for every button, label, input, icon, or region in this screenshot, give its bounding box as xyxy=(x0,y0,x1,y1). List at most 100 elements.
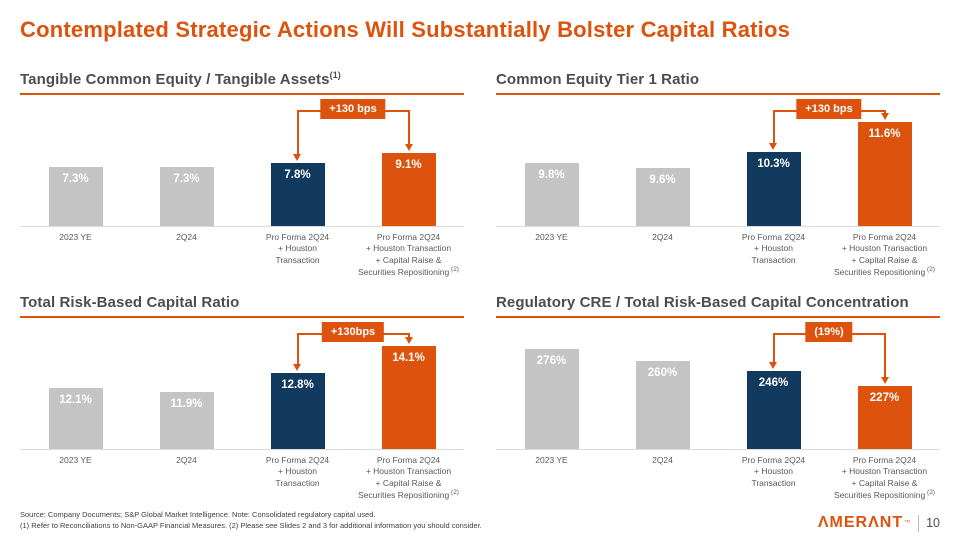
footnote-marker: (2) xyxy=(449,266,459,274)
slide-footer: Source: Company Documents; S&P Global Ma… xyxy=(20,509,940,532)
bar-slot: 260% xyxy=(607,360,718,449)
arrow-down-icon xyxy=(293,364,301,372)
bar-slot: 246% xyxy=(718,371,829,449)
bar-value-label: 9.6% xyxy=(649,174,676,186)
x-axis-label: Pro Forma 2Q24 + Houston Transaction + C… xyxy=(358,454,459,500)
bar-slot: 9.8% xyxy=(496,163,607,226)
trademark-symbol: ™ xyxy=(904,520,911,526)
bar: 10.3% xyxy=(746,151,801,226)
arrow-down-icon xyxy=(405,337,413,344)
bar-value-label: 12.8% xyxy=(281,379,314,392)
bar-value-label: 11.6% xyxy=(868,127,901,140)
bar-slot: 9.6% xyxy=(607,168,718,226)
bar-chart-plot: 7.3% 7.3% 7.8% 9.1% +130 bps xyxy=(20,97,464,227)
x-axis-label: 2Q24 xyxy=(652,454,673,465)
footnote-marker: (2) xyxy=(925,266,935,274)
bar-value-label: 7.3% xyxy=(173,173,200,186)
arrow-down-icon xyxy=(881,376,889,384)
bar-slot: 7.3% xyxy=(20,167,131,226)
chart-cre-concentration: Regulatory CRE / Total Risk-Based Capita… xyxy=(496,293,940,502)
callout-arrow-line xyxy=(883,110,886,113)
bar-chart-plot: 12.1% 11.9% 12.8% 14.1% +130bps xyxy=(20,320,464,450)
source-note: Source: Company Documents; S&P Global Ma… xyxy=(20,509,376,519)
bar-value-label: 260% xyxy=(647,366,678,379)
arrow-down-icon xyxy=(769,362,777,370)
bar-value-label: 7.3% xyxy=(62,173,89,186)
callout-badge: +130 bps xyxy=(796,99,862,119)
bar: 12.1% xyxy=(48,387,103,449)
x-axis-label: Pro Forma 2Q24 + Houston Transaction + C… xyxy=(834,454,935,500)
x-axis-label: Pro Forma 2Q24 + Houston Transaction xyxy=(265,454,330,488)
bar-chart-plot: 9.8% 9.6% 10.3% 11.6% +130 bps xyxy=(496,97,940,227)
bar-slot: 9.1% xyxy=(353,153,464,226)
callout-arrow-line xyxy=(883,332,886,377)
bar-slot: 11.6% xyxy=(829,121,940,226)
bar-value-label: 10.3% xyxy=(757,157,790,170)
callout-arrow-line xyxy=(407,332,410,337)
x-axis-labels: 2023 YE 2Q24 Pro Forma 2Q24 + Houston Tran… xyxy=(496,232,940,279)
bar: 260% xyxy=(635,360,690,449)
x-axis-label: Pro Forma 2Q24 + Houston Transaction + C… xyxy=(358,232,459,278)
bar-chart-plot: 276% 260% 246% 227% (19%) xyxy=(496,320,940,450)
bar-value-label: 14.1% xyxy=(392,352,425,365)
callout-badge: (19%) xyxy=(805,321,853,342)
bar-slot: 14.1% xyxy=(353,346,464,449)
bar: 9.8% xyxy=(524,163,579,226)
bar-value-label: 12.1% xyxy=(59,393,92,406)
x-axis-label: Pro Forma 2Q24 + Houston Transaction xyxy=(741,232,806,265)
footnotes: Source: Company Documents; S&P Global Ma… xyxy=(20,509,482,532)
bar: 14.1% xyxy=(381,346,436,449)
bar-value-label: 11.9% xyxy=(170,398,203,411)
bar: 9.1% xyxy=(381,153,436,226)
chart-title-text: Regulatory CRE / Total Risk-Based Capita… xyxy=(496,293,909,311)
footnote-marker: (2) xyxy=(449,489,459,497)
bar-slot: 10.3% xyxy=(718,151,829,226)
x-axis-label: Pro Forma 2Q24 + Houston Transaction xyxy=(741,454,806,488)
chart-cet1: Common Equity Tier 1 Ratio 9.8% 9.6% 10.3%… xyxy=(496,70,940,279)
arrow-down-icon xyxy=(881,112,889,120)
callout-arrow-line xyxy=(296,110,299,155)
bar-value-label: 9.1% xyxy=(395,159,422,171)
x-axis-label: Pro Forma 2Q24 + Houston Transaction + C… xyxy=(834,232,935,278)
bar: 246% xyxy=(746,371,801,449)
callout-bracket-line xyxy=(773,110,885,112)
callout-bracket-line xyxy=(773,332,885,335)
x-axis-label: 2023 YE xyxy=(535,232,568,242)
x-axis-label: 2Q24 xyxy=(176,454,197,465)
divider xyxy=(918,514,920,532)
bar: 9.6% xyxy=(635,168,690,226)
x-axis-label: 2Q24 xyxy=(652,232,673,242)
bar: 11.9% xyxy=(159,392,214,449)
page-title: Contemplated Strategic Actions Will Subs… xyxy=(20,17,791,42)
amerant-logo: ΛMERΛNT xyxy=(817,514,904,531)
bar-slot: 276% xyxy=(496,348,607,449)
bar: 7.8% xyxy=(270,163,325,226)
bar: 276% xyxy=(524,348,579,449)
bar-slot: 11.9% xyxy=(131,392,242,449)
chart-title-text: Common Equity Tier 1 Ratio xyxy=(496,71,700,88)
chart-title: Common Equity Tier 1 Ratio xyxy=(496,70,940,95)
x-axis-label: 2Q24 xyxy=(176,232,197,242)
chart-tce-ta: Tangible Common Equity / Tangible Assets… xyxy=(20,70,464,279)
arrow-down-icon xyxy=(769,142,777,150)
bar-value-label: 246% xyxy=(758,377,789,390)
x-axis-label: 2023 YE xyxy=(59,232,92,242)
callout-bracket-line xyxy=(297,332,409,335)
brand: ΛMERΛNT ™ 10 xyxy=(818,514,940,532)
bar-slot: 7.8% xyxy=(242,163,353,226)
footnote-text: (1) Refer to Reconciliations to Non-GAAP… xyxy=(20,521,482,531)
bar: 7.3% xyxy=(159,167,214,226)
bar-slot: 12.8% xyxy=(242,373,353,449)
callout-arrow-line xyxy=(296,332,299,365)
bar-value-label: 276% xyxy=(536,354,567,367)
bar-slot: 227% xyxy=(829,385,940,449)
bar-slot: 7.3% xyxy=(131,167,242,226)
callout-arrow-line xyxy=(407,110,410,144)
callout-badge: +130 bps xyxy=(320,99,386,119)
arrow-down-icon xyxy=(293,154,301,162)
footnote-marker: (2) xyxy=(925,489,935,497)
chart-title: Regulatory CRE / Total Risk-Based Capita… xyxy=(496,293,940,318)
x-axis-labels: 2023 YE 2Q24 Pro Forma 2Q24 + Houston Tran… xyxy=(20,455,464,502)
arrow-down-icon xyxy=(405,144,413,151)
